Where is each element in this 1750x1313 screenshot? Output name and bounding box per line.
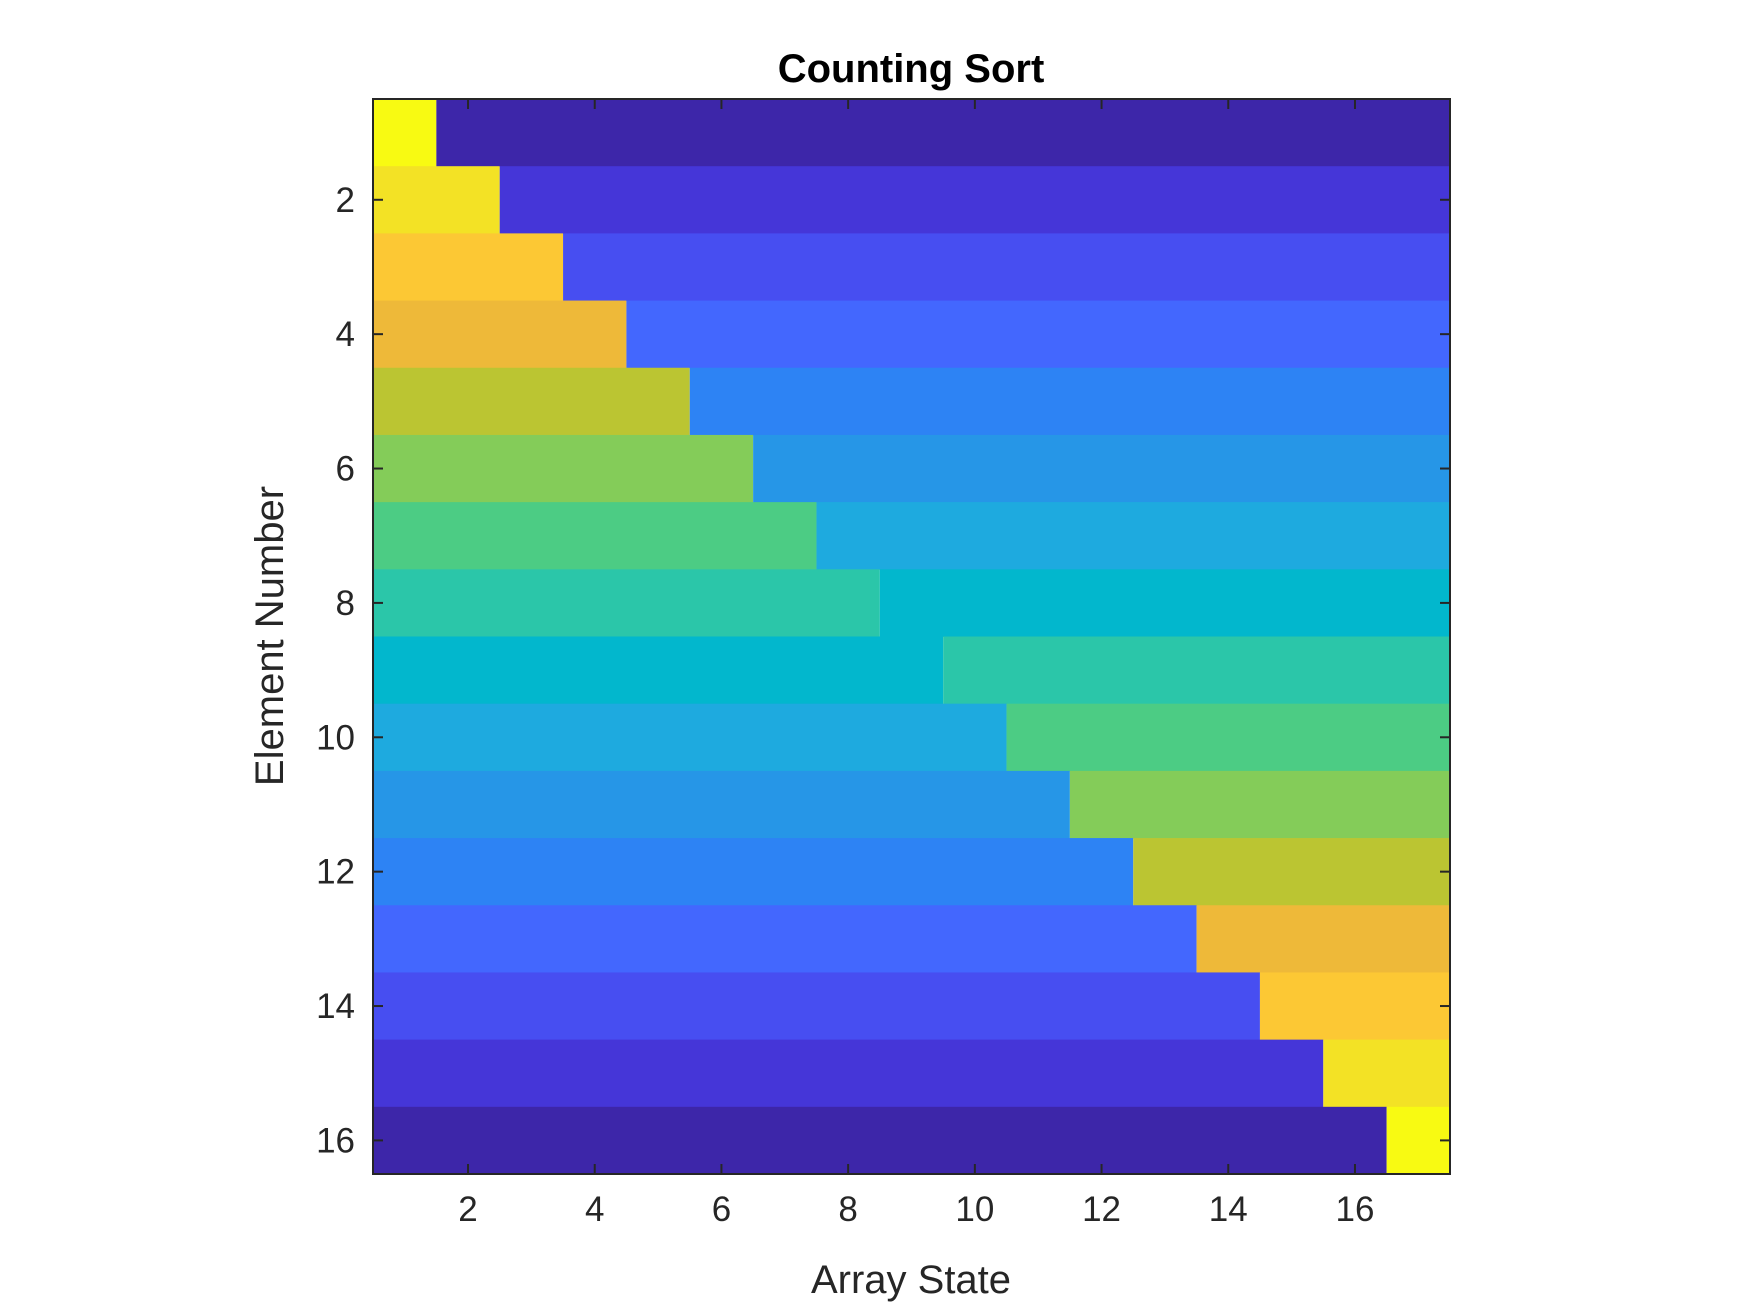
heatmap-cell-row-5-right (689, 367, 1451, 436)
x-tick-label-12: 12 (1082, 1190, 1121, 1229)
heatmap-cell-row-12-right (1133, 838, 1451, 906)
x-tick-label-4: 4 (585, 1190, 604, 1229)
heatmap-cell-row-15-right (1323, 1039, 1451, 1108)
heatmap-cell-row-15-left (373, 1039, 1324, 1108)
heatmap-cell-row-1-right (436, 99, 1451, 167)
y-axis-ticks: 2 4 6 8 10 12 14 16 (316, 181, 1450, 1160)
x-tick-label-10: 10 (955, 1190, 994, 1229)
x-axis-ticks: 2 4 6 8 10 12 14 16 (458, 99, 1374, 1229)
y-tick-label-2: 2 (336, 181, 355, 220)
heatmap-cell-row-9-right (943, 636, 1451, 705)
x-tick-label-8: 8 (838, 1190, 857, 1229)
heatmap-cell-row-11-left (373, 770, 1070, 839)
heatmap-cell-row-1-left (373, 99, 437, 167)
heatmap-cell-row-8-left (373, 569, 880, 637)
y-tick-label-16: 16 (316, 1121, 355, 1160)
heatmap-cell-row-4-right (626, 300, 1451, 369)
heatmap-cell-row-10-left (373, 703, 1007, 772)
chart-title: Counting Sort (778, 47, 1045, 91)
heatmap-cell-row-14-right (1259, 972, 1451, 1041)
heatmap-cell-row-2-right (499, 166, 1451, 234)
heatmap-cell-row-13-left (373, 905, 1197, 973)
heatmap-cell-row-5-left (373, 367, 690, 436)
heatmap-cell-row-3-left (373, 233, 564, 302)
heatmap-cell-row-10-right (1006, 703, 1451, 772)
y-tick-label-8: 8 (336, 584, 355, 623)
heatmap-cell-row-3-right (563, 233, 1451, 302)
heatmap-cell-row-16-left (373, 1106, 1387, 1175)
y-tick-label-10: 10 (316, 718, 355, 757)
x-tick-label-2: 2 (458, 1190, 477, 1229)
heatmap-cell-row-6-left (373, 434, 754, 503)
x-tick-label-6: 6 (712, 1190, 731, 1229)
y-tick-label-12: 12 (316, 853, 355, 892)
heatmap-cell-row-6-right (753, 434, 1451, 503)
y-tick-label-6: 6 (336, 450, 355, 489)
heatmap-cell-row-14-left (373, 972, 1260, 1041)
heatmap-cell-row-11-right (1069, 770, 1451, 839)
heatmap-cell-row-13-right (1196, 905, 1451, 973)
heatmap-cell-row-2-left (373, 166, 500, 234)
x-tick-label-16: 16 (1336, 1190, 1375, 1229)
heatmap-cell-row-12-left (373, 838, 1134, 906)
plot-frame (372, 98, 1451, 1175)
heatmap-cell-row-9-left (373, 636, 944, 705)
heatmap-cells (373, 99, 1451, 1175)
y-tick-label-4: 4 (336, 315, 355, 354)
x-tick-label-14: 14 (1209, 1190, 1248, 1229)
heatmap-cell-row-16-right (1386, 1106, 1451, 1175)
heatmap-cell-row-4-left (373, 300, 627, 369)
y-tick-label-14: 14 (316, 987, 355, 1026)
heatmap-cell-row-7-left (373, 502, 817, 570)
heatmap-cell-row-8-right (879, 569, 1451, 637)
y-axis-label: Element Number (248, 486, 292, 786)
x-axis-label: Array State (811, 1258, 1011, 1302)
heatmap-cell-row-7-right (816, 502, 1451, 570)
